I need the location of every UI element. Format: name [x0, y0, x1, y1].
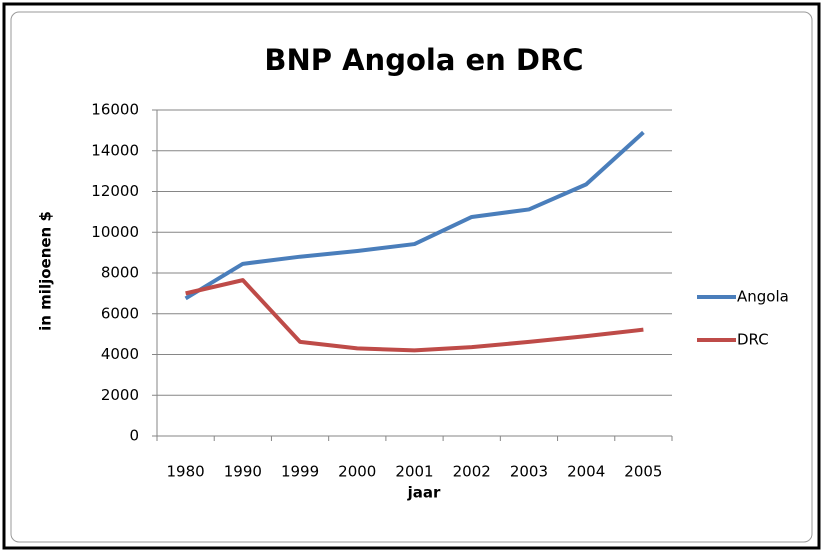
legend-label: DRC: [737, 331, 769, 349]
x-tick-label: 2000: [338, 463, 376, 481]
chart-border: [10, 11, 813, 543]
y-tick-label: 2000: [101, 386, 139, 404]
chart-title: BNP Angola en DRC: [264, 43, 583, 77]
y-tick-label: 14000: [91, 141, 139, 159]
line-series: [185, 278, 644, 353]
x-axis-label: jaar: [407, 484, 441, 502]
y-tick-label: 10000: [91, 223, 139, 241]
y-tick-label: 4000: [101, 345, 139, 363]
x-tick-label: 2005: [624, 463, 662, 481]
y-axis-label: in miljoenen $: [37, 211, 55, 331]
y-tick-label: 16000: [91, 101, 139, 119]
x-tick-label: 2002: [453, 463, 491, 481]
x-tick-label: 2003: [510, 463, 548, 481]
x-tick-label: 2001: [395, 463, 433, 481]
x-tick-label: 2004: [567, 463, 605, 481]
x-tick-label: 1980: [167, 463, 205, 481]
y-tick-label: 12000: [91, 182, 139, 200]
legend-label: Angola: [737, 288, 789, 306]
y-tick-label: 0: [129, 427, 139, 445]
y-tick-label: 8000: [101, 264, 139, 282]
x-tick-label: 1999: [281, 463, 319, 481]
x-tick-label: 1990: [224, 463, 262, 481]
line-series: [184, 130, 645, 301]
y-tick-label: 6000: [101, 304, 139, 322]
